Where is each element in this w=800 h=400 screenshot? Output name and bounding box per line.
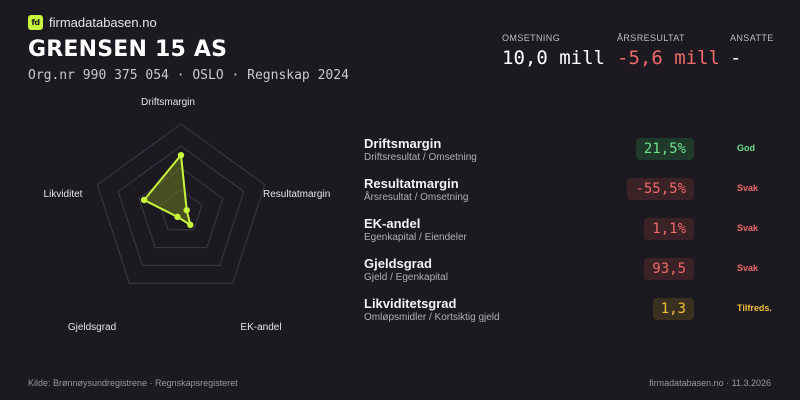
metric-formula: Driftsresultat / Omsetning bbox=[364, 152, 477, 163]
metric-value: -55,5% bbox=[627, 178, 694, 200]
radar-axis-label-driftsmargin: Driftsmargin bbox=[141, 97, 195, 108]
radar-chart: Driftsmargin Resultatmargin EK-andel Gjelds… bbox=[44, 97, 331, 333]
metric-name: Gjeldsgrad bbox=[364, 256, 432, 271]
kpi-omsetning: OMSETNING 10,0 mill bbox=[502, 33, 605, 69]
radar-axis-label-ek-andel: EK-andel bbox=[240, 322, 281, 333]
metric-formula: Egenkapital / Eiendeler bbox=[364, 232, 467, 243]
metric-status-badge: Svak bbox=[737, 223, 759, 233]
kpi-ansatte: ANSATTE - bbox=[730, 33, 774, 69]
metric-formula: Årsresultat / Omsetning bbox=[364, 192, 469, 203]
metric-name: Driftsmargin bbox=[364, 136, 442, 151]
brand-name[interactable]: firmadatabasen.no bbox=[49, 15, 157, 30]
radar-point-driftsmargin bbox=[177, 151, 185, 159]
radar-point-ek-andel bbox=[187, 221, 194, 229]
radar-point-likviditet bbox=[140, 196, 148, 204]
metric-row-gjeldsgrad: Gjeldsgrad Gjeld / Egenkapital 93,5 Svak bbox=[364, 256, 784, 296]
metric-status-badge: God bbox=[737, 143, 755, 153]
metric-status-badge: Svak bbox=[737, 263, 759, 273]
kpi-label: ANSATTE bbox=[730, 33, 774, 43]
metric-value: 1,1% bbox=[644, 218, 694, 240]
radar-grid-ring bbox=[96, 123, 266, 284]
radar-axis-label-likviditet: Likviditet bbox=[44, 189, 83, 200]
footer-site-date: firmadatabasen.no · 11.3.2026 bbox=[649, 378, 771, 388]
metric-formula: Omløpsmidler / Kortsiktig gjeld bbox=[364, 312, 500, 323]
kpi-label: ÅRSRESULTAT bbox=[617, 33, 685, 43]
footer-source: Kilde: Brønnøysundregistrene · Regnskaps… bbox=[28, 378, 238, 388]
metric-formula: Gjeld / Egenkapital bbox=[364, 272, 448, 283]
metric-row-driftsmargin: Driftsmargin Driftsresultat / Omsetning … bbox=[364, 136, 784, 176]
kpi-value: - bbox=[730, 47, 742, 69]
kpi-arsresultat: ÅRSRESULTAT -5,6 mill bbox=[617, 33, 720, 69]
company-subline: Org.nr 990 375 054 · OSLO · Regnskap 202… bbox=[28, 68, 349, 83]
metric-value: 21,5% bbox=[635, 138, 694, 160]
metric-status-badge: Tilfreds. bbox=[737, 303, 772, 313]
brand: fd firmadatabasen.no bbox=[28, 15, 157, 30]
radar-axis-label-resultatmargin: Resultatmargin bbox=[263, 189, 330, 200]
radar-series-area bbox=[142, 152, 192, 227]
radar-grid-ring bbox=[117, 145, 245, 266]
metric-row-likviditetsgrad: Likviditetsgrad Omløpsmidler / Kortsikti… bbox=[364, 296, 784, 336]
company-name: GRENSEN 15 AS bbox=[28, 37, 228, 62]
metric-name: Likviditetsgrad bbox=[364, 296, 457, 311]
metric-row-resultatmargin: Resultatmargin Årsresultat / Omsetning -… bbox=[364, 176, 784, 216]
metric-name: Resultatmargin bbox=[364, 176, 459, 191]
brand-logo-icon: fd bbox=[28, 15, 43, 30]
metric-name: EK-andel bbox=[364, 216, 421, 231]
radar-axis-label-gjeldsgrad: Gjeldsgrad bbox=[68, 322, 116, 333]
radar-grid-ring bbox=[138, 167, 224, 249]
metric-status-badge: Svak bbox=[737, 183, 759, 193]
metric-value: 93,5 bbox=[644, 258, 694, 280]
metric-row-ek-andel: EK-andel Egenkapital / Eiendeler 1,1% Sv… bbox=[364, 216, 784, 256]
kpi-value: 10,0 mill bbox=[502, 47, 605, 69]
radar-point-gjeldsgrad bbox=[174, 213, 181, 221]
kpi-label: OMSETNING bbox=[502, 33, 561, 43]
kpi-value: -5,6 mill bbox=[617, 47, 720, 69]
metric-value: 1,3 bbox=[652, 298, 694, 320]
radar-point-resultatmargin bbox=[183, 206, 190, 214]
